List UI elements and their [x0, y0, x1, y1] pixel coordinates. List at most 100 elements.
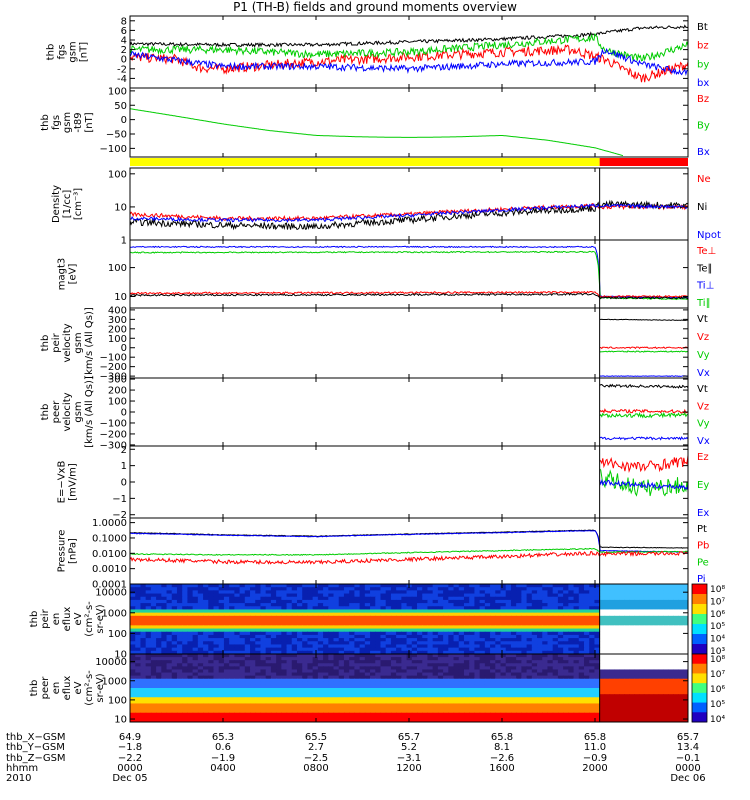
heatmap-cell — [370, 628, 376, 633]
heatmap-cell — [463, 590, 470, 595]
heatmap-cell — [609, 700, 615, 704]
heatmap-cell — [312, 644, 319, 649]
heatmap-cell — [380, 684, 387, 689]
heatmap-cell — [678, 684, 684, 689]
heatmap-cell — [432, 593, 439, 598]
heatmap-cell — [463, 619, 470, 623]
heatmap-cell — [323, 675, 329, 680]
heatmap-cell — [296, 675, 303, 680]
heatmap-cell — [526, 647, 533, 652]
heatmap-cell — [505, 628, 512, 633]
heatmap-cell — [223, 703, 230, 708]
heatmap-cell — [526, 590, 533, 595]
heatmap-cell — [648, 700, 655, 704]
heatmap-cell — [537, 615, 543, 620]
heatmap-cell — [291, 678, 298, 683]
heatmap-cell — [385, 593, 392, 598]
heatmap-cell — [547, 647, 554, 652]
heatmap-cell — [338, 599, 345, 604]
heatmap-cell — [307, 634, 314, 639]
heatmap-cell — [364, 625, 371, 630]
heatmap-cell — [516, 644, 522, 649]
heatmap-cell — [604, 612, 611, 617]
heatmap-cell — [296, 654, 303, 658]
heatmap-cell — [619, 660, 625, 664]
heatmap-cell — [599, 596, 606, 601]
heatmap-cell — [599, 584, 606, 588]
heatmap-cell — [619, 590, 625, 595]
heatmap-cell — [364, 660, 371, 664]
heatmap-cell — [234, 700, 241, 704]
heatmap-cell — [250, 681, 256, 686]
heatmap-cell — [643, 681, 650, 686]
heatmap-cell — [537, 688, 543, 692]
heatmap-cell — [599, 625, 606, 630]
heatmap-cell — [437, 628, 444, 633]
heatmap-cell — [130, 654, 136, 658]
heatmap-cell — [396, 603, 402, 607]
heatmap-cell — [573, 631, 580, 636]
heatmap-cell — [683, 638, 688, 642]
heatmap-cell — [140, 694, 147, 698]
heatmap-cell — [286, 622, 293, 626]
heatmap-cell — [364, 681, 371, 686]
heatmap-cell — [359, 641, 366, 645]
heatmap-cell — [135, 603, 142, 607]
heatmap-cell — [255, 609, 262, 614]
heatmap-cell — [255, 684, 262, 689]
heatmap-cell — [619, 647, 625, 652]
heatmap-cell — [370, 697, 376, 701]
heatmap-cell — [270, 712, 277, 717]
heatmap-cell — [484, 606, 491, 610]
heatmap-cell — [629, 603, 635, 607]
heatmap-cell — [385, 622, 392, 626]
heatmap-cell — [213, 663, 220, 667]
heatmap-cell — [552, 612, 559, 617]
heatmap-cell — [599, 634, 606, 639]
heatmap-cell — [182, 625, 189, 630]
heatmap-cell — [653, 666, 660, 670]
heatmap-cell — [349, 684, 355, 689]
heatmap-cell — [432, 697, 439, 701]
heatmap-cell — [338, 712, 345, 717]
heatmap-cell — [495, 654, 502, 658]
heatmap-cell — [333, 641, 340, 645]
heatmap-cell — [552, 675, 559, 680]
heatmap-cell — [171, 681, 178, 686]
colorbar-cell — [692, 634, 707, 645]
heatmap-cell — [663, 657, 669, 661]
heatmap-cell — [250, 669, 256, 674]
heatmap-cell — [427, 612, 434, 617]
heatmap-cell — [161, 593, 168, 598]
heatmap-cell — [317, 663, 324, 667]
heatmap-cell — [668, 675, 674, 680]
heatmap-cell — [614, 641, 620, 645]
heatmap-cell — [474, 703, 481, 708]
heatmap-cell — [375, 628, 382, 633]
heatmap-cell — [406, 660, 413, 664]
heatmap-cell — [239, 715, 246, 720]
heatmap-cell — [583, 599, 590, 604]
heatmap-cell — [484, 663, 491, 667]
heatmap-cell — [422, 615, 429, 620]
heatmap-cell — [668, 599, 674, 604]
heatmap-cell — [568, 596, 575, 601]
heatmap-cell — [563, 660, 569, 664]
heatmap-cell — [317, 599, 324, 604]
heatmap-cell — [653, 609, 660, 614]
heatmap-cell — [638, 584, 645, 588]
heatmap-cell — [291, 712, 298, 717]
heatmap-cell — [328, 631, 335, 636]
heatmap-cell — [364, 663, 371, 667]
heatmap-cell — [171, 672, 178, 677]
heatmap-cell — [255, 703, 262, 708]
heatmap-cell — [359, 657, 366, 661]
heatmap-cell — [516, 590, 522, 595]
heatmap-cell — [323, 672, 329, 677]
heatmap-cell — [161, 609, 168, 614]
heatmap-cell — [234, 625, 241, 630]
heatmap-cell — [609, 657, 615, 661]
heatmap-cell — [484, 666, 491, 670]
heatmap-cell — [629, 706, 635, 711]
